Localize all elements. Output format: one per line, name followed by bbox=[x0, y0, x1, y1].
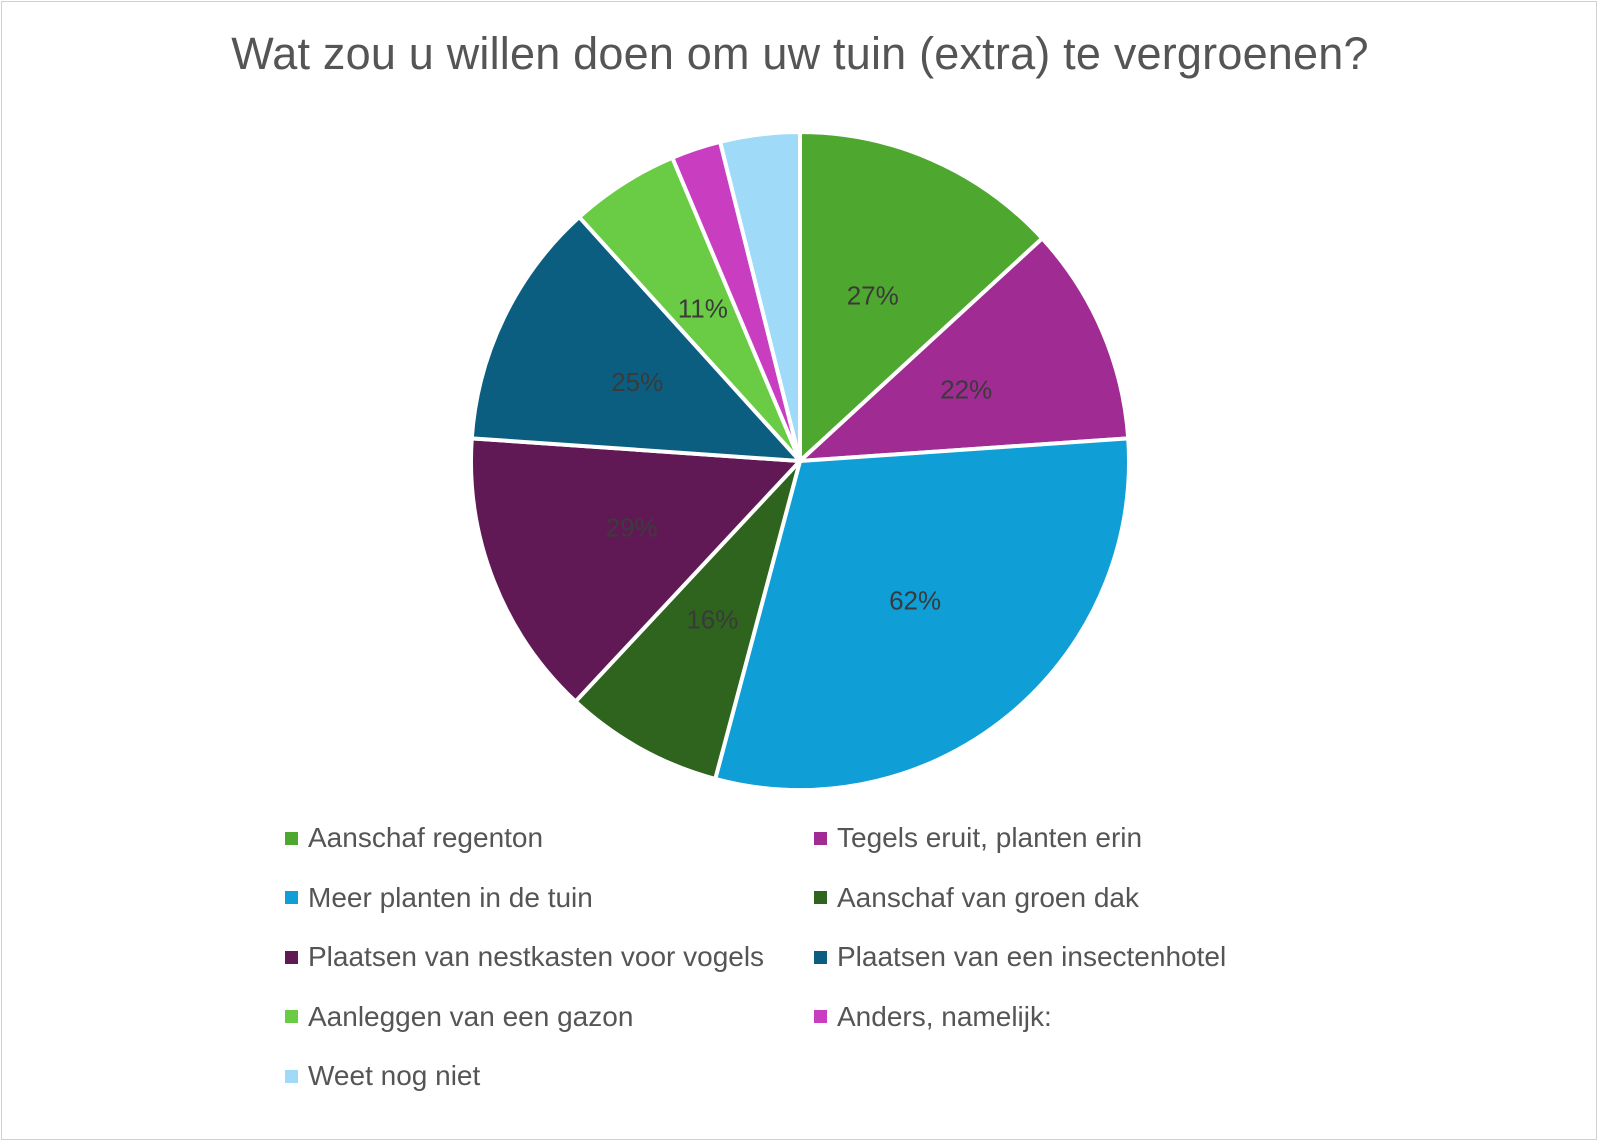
pie-slice-aanschaf-van-groen-dak bbox=[573, 459, 802, 781]
data-label-plaatsen-van-nestkasten-voor-vogels: 29% bbox=[606, 512, 658, 542]
legend-swatch bbox=[814, 891, 827, 904]
legend-label: Anders, namelijk: bbox=[837, 1000, 1052, 1032]
data-label-aanschaf-regenton: 27% bbox=[847, 280, 899, 310]
legend-label: Weet nog niet bbox=[308, 1060, 481, 1091]
legend-swatch bbox=[814, 831, 827, 845]
legend-item-plaatsen-van-een-insectenhotel: Plaatsen van een insectenhotel bbox=[814, 937, 1226, 977]
data-label-tegels-eruit-planten-erin: 22% bbox=[940, 375, 992, 405]
legend-label: Plaatsen van een insectenhotel bbox=[837, 941, 1227, 972]
pie-slice-tegels-eruit-planten-erin bbox=[798, 236, 1131, 463]
legend-swatch bbox=[285, 831, 298, 845]
chart-title: Wat zou u willen doen om uw tuin (extra)… bbox=[231, 28, 1369, 79]
legend-label: Aanschaf regenton bbox=[308, 822, 544, 853]
legend-item-aanleggen-van-een-gazon: Aanleggen van een gazon bbox=[285, 997, 633, 1037]
data-label-aanleggen-van-een-gazon: 11% bbox=[678, 293, 728, 323]
pie-slice-aanschaf-regenton bbox=[798, 130, 1045, 463]
pie-slice-weet-nog-niet bbox=[718, 130, 802, 463]
legend-item-aanschaf-regenton: Aanschaf regenton bbox=[285, 818, 543, 858]
legend-swatch bbox=[814, 950, 827, 964]
legend-swatch bbox=[285, 950, 298, 964]
legend-label: Aanschaf van groen dak bbox=[837, 881, 1139, 913]
legend-item-meer-planten-in-de-tuin: Meer planten in de tuin bbox=[285, 878, 593, 918]
legend-label: Plaatsen van nestkasten voor vogels bbox=[308, 941, 765, 972]
legend-item-aanschaf-van-groen-dak: Aanschaf van groen dak bbox=[814, 878, 1139, 918]
legend-label: Meer planten in de tuin bbox=[308, 881, 593, 913]
legend-label: Tegels eruit, planten erin bbox=[837, 822, 1143, 853]
legend-swatch bbox=[285, 891, 298, 904]
pie-slice-meer-planten-in-de-tuin bbox=[713, 436, 1131, 792]
legend-label: Aanleggen van een gazon bbox=[308, 1000, 634, 1032]
legend-item-anders-namelijk: Anders, namelijk: bbox=[814, 997, 1052, 1037]
legend-item-tegels-eruit-planten-erin: Tegels eruit, planten erin bbox=[814, 818, 1142, 858]
data-label-meer-planten-in-de-tuin: 62% bbox=[889, 586, 941, 616]
pie-slice-plaatsen-van-nestkasten-voor-vogels bbox=[469, 436, 802, 704]
data-label-plaatsen-van-een-insectenhotel: 25% bbox=[611, 367, 663, 397]
legend-item-weet-nog-niet: Weet nog niet bbox=[285, 1056, 480, 1096]
data-label-aanschaf-van-groen-dak: 16% bbox=[686, 604, 738, 634]
legend-item-plaatsen-van-nestkasten-voor-vogels: Plaatsen van nestkasten voor vogels bbox=[285, 937, 764, 977]
legend-swatch bbox=[814, 1010, 827, 1023]
pie-slice-plaatsen-van-een-insectenhotel bbox=[469, 215, 802, 463]
legend-swatch bbox=[285, 1010, 298, 1023]
legend-swatch bbox=[285, 1069, 298, 1083]
